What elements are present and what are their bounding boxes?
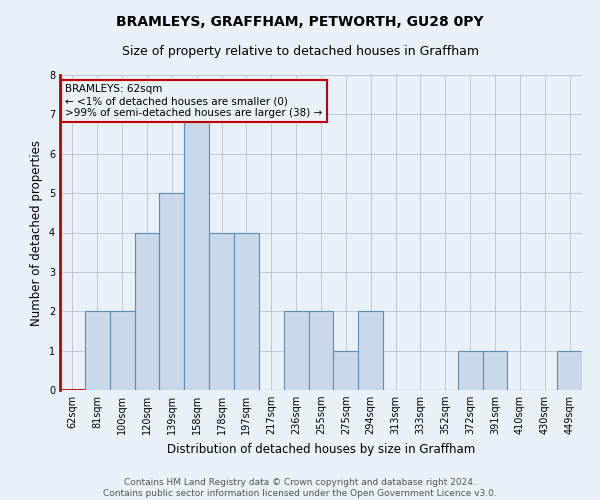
Bar bbox=[110, 311, 134, 390]
Bar bbox=[85, 311, 110, 390]
Text: Size of property relative to detached houses in Graffham: Size of property relative to detached ho… bbox=[121, 45, 479, 58]
Y-axis label: Number of detached properties: Number of detached properties bbox=[31, 140, 43, 326]
Bar bbox=[134, 232, 160, 390]
Bar bbox=[358, 311, 383, 390]
Bar bbox=[234, 232, 259, 390]
Bar bbox=[308, 311, 334, 390]
Bar bbox=[458, 350, 482, 390]
Bar bbox=[184, 114, 209, 390]
X-axis label: Distribution of detached houses by size in Graffham: Distribution of detached houses by size … bbox=[167, 442, 475, 456]
Bar bbox=[209, 232, 234, 390]
Bar bbox=[334, 350, 358, 390]
Bar bbox=[482, 350, 508, 390]
Text: BRAMLEYS, GRAFFHAM, PETWORTH, GU28 0PY: BRAMLEYS, GRAFFHAM, PETWORTH, GU28 0PY bbox=[116, 15, 484, 29]
Text: BRAMLEYS: 62sqm
← <1% of detached houses are smaller (0)
>99% of semi-detached h: BRAMLEYS: 62sqm ← <1% of detached houses… bbox=[65, 84, 322, 117]
Bar bbox=[557, 350, 582, 390]
Text: Contains HM Land Registry data © Crown copyright and database right 2024.
Contai: Contains HM Land Registry data © Crown c… bbox=[103, 478, 497, 498]
Bar bbox=[160, 193, 184, 390]
Bar bbox=[284, 311, 308, 390]
